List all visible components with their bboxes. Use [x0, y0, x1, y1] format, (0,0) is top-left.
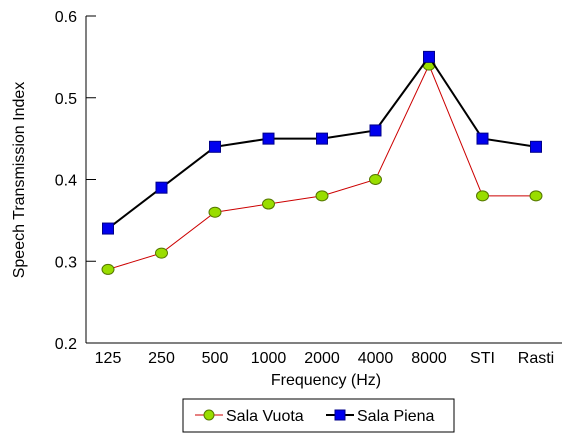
plot-area — [85, 15, 562, 344]
x-tick-label: STI — [470, 350, 495, 367]
x-tick-label: 500 — [202, 350, 229, 367]
legend-label-sala-vuota: Sala Vuota — [226, 408, 304, 425]
data-point-sala-vuota — [208, 206, 222, 218]
series-line-sala-vuota — [107, 63, 536, 270]
legend-item-sala-vuota: Sala Vuota — [195, 408, 304, 425]
data-point-sala-piena — [209, 140, 221, 153]
data-point-sala-vuota — [529, 190, 543, 202]
data-point-sala-vuota — [315, 190, 329, 202]
data-point-sala-piena — [423, 50, 435, 63]
x-tick-label: 4000 — [358, 350, 394, 367]
data-point-sala-piena — [316, 132, 328, 145]
x-tick-label: 2000 — [304, 350, 340, 367]
data-point-sala-vuota — [476, 190, 489, 202]
data-point-sala-piena — [369, 124, 382, 137]
data-point-sala-piena — [262, 132, 275, 145]
legend-box — [182, 398, 455, 433]
data-point-sala-vuota — [101, 263, 115, 275]
x-tick-label: 8000 — [411, 350, 447, 367]
data-point-sala-piena — [530, 140, 542, 153]
data-point-sala-vuota — [155, 247, 168, 259]
y-axis-title: Speech Transmission Index — [11, 82, 28, 279]
x-tick-label: 1000 — [251, 350, 287, 367]
legend-marker-sala-piena — [334, 409, 346, 421]
series-sala-vuota — [101, 59, 543, 275]
legend-item-sala-piena: Sala Piena — [326, 408, 434, 425]
data-point-sala-piena — [155, 181, 168, 194]
x-tick-label: 125 — [95, 350, 122, 367]
y-tick-label: 0.5 — [55, 91, 77, 108]
legend-label-sala-piena: Sala Piena — [357, 408, 434, 425]
y-tick-label: 0.4 — [55, 173, 77, 190]
legend-marker-sala-vuota — [203, 409, 215, 421]
series-sala-piena — [102, 50, 542, 235]
data-point-sala-vuota — [369, 174, 382, 185]
data-point-sala-vuota — [262, 198, 275, 210]
x-axis-title: Frequency (Hz) — [271, 372, 381, 389]
y-ticks: 0.2 0.3 0.4 0.5 0.6 — [55, 9, 96, 353]
data-point-sala-piena — [102, 222, 114, 235]
y-tick-label: 0.3 — [55, 254, 77, 271]
y-tick-label: 0.6 — [55, 9, 77, 26]
x-ticks: 125 250 500 1000 2000 4000 8000 STI Rasti — [95, 350, 555, 367]
series-layer — [101, 50, 543, 275]
x-tick-label: 250 — [148, 350, 175, 367]
y-tick-label: 0.2 — [55, 336, 77, 353]
x-tick-label: Rasti — [518, 350, 554, 367]
legend: Sala Vuota Sala Piena — [182, 398, 455, 433]
data-point-sala-piena — [476, 132, 489, 145]
